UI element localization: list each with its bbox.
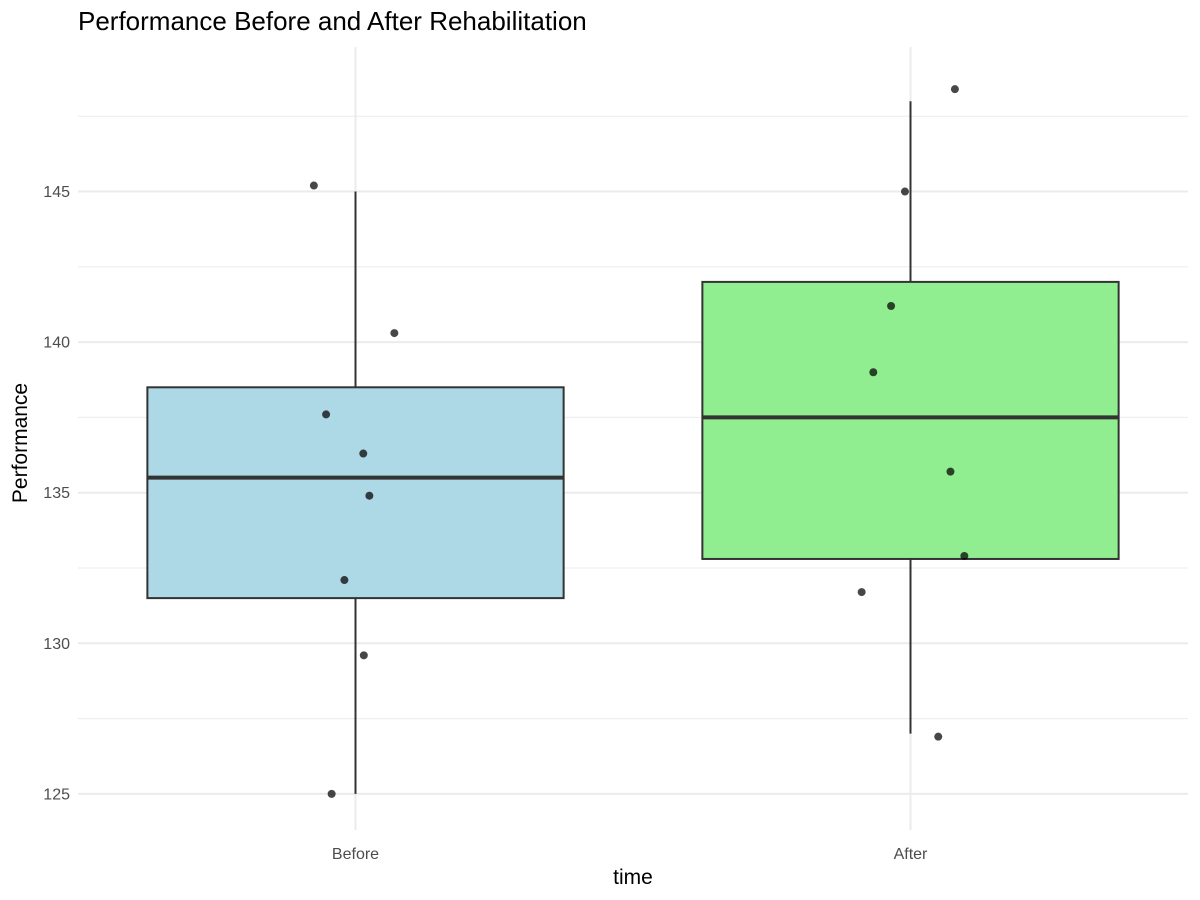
data-point-after: [934, 732, 943, 741]
data-point-before: [309, 181, 318, 190]
y-tick-label: 130: [43, 636, 70, 653]
x-tick-label: Before: [332, 846, 379, 863]
chart-title: Performance Before and After Rehabilitat…: [78, 6, 587, 36]
data-point-before: [365, 491, 374, 500]
data-point-before: [359, 449, 368, 458]
data-point-after: [857, 588, 866, 597]
data-point-after: [950, 85, 959, 94]
y-axis-title: Performance: [9, 383, 32, 503]
y-tick-labels: 125 130 135 140 145: [43, 184, 70, 803]
y-tick-label: 125: [43, 786, 70, 803]
data-point-before: [390, 329, 399, 338]
data-point-after: [946, 467, 955, 476]
data-point-after: [869, 368, 878, 377]
data-point-before: [359, 651, 368, 660]
data-point-after: [960, 551, 969, 560]
data-point-before: [327, 789, 336, 798]
y-tick-label: 135: [43, 485, 70, 502]
data-point-before: [340, 576, 349, 585]
data-point-after: [900, 187, 909, 196]
data-point-before: [322, 410, 331, 419]
box-after: [701, 280, 1120, 560]
points-layer: [309, 85, 969, 798]
y-tick-label: 140: [43, 335, 70, 352]
box-before: [146, 386, 565, 600]
y-tick-label: 145: [43, 184, 70, 201]
x-tick-labels: Before After: [332, 846, 928, 863]
x-axis-title: time: [613, 866, 653, 889]
data-point-after: [887, 301, 896, 310]
boxes-layer: [146, 101, 1120, 794]
x-tick-label: After: [894, 846, 928, 863]
